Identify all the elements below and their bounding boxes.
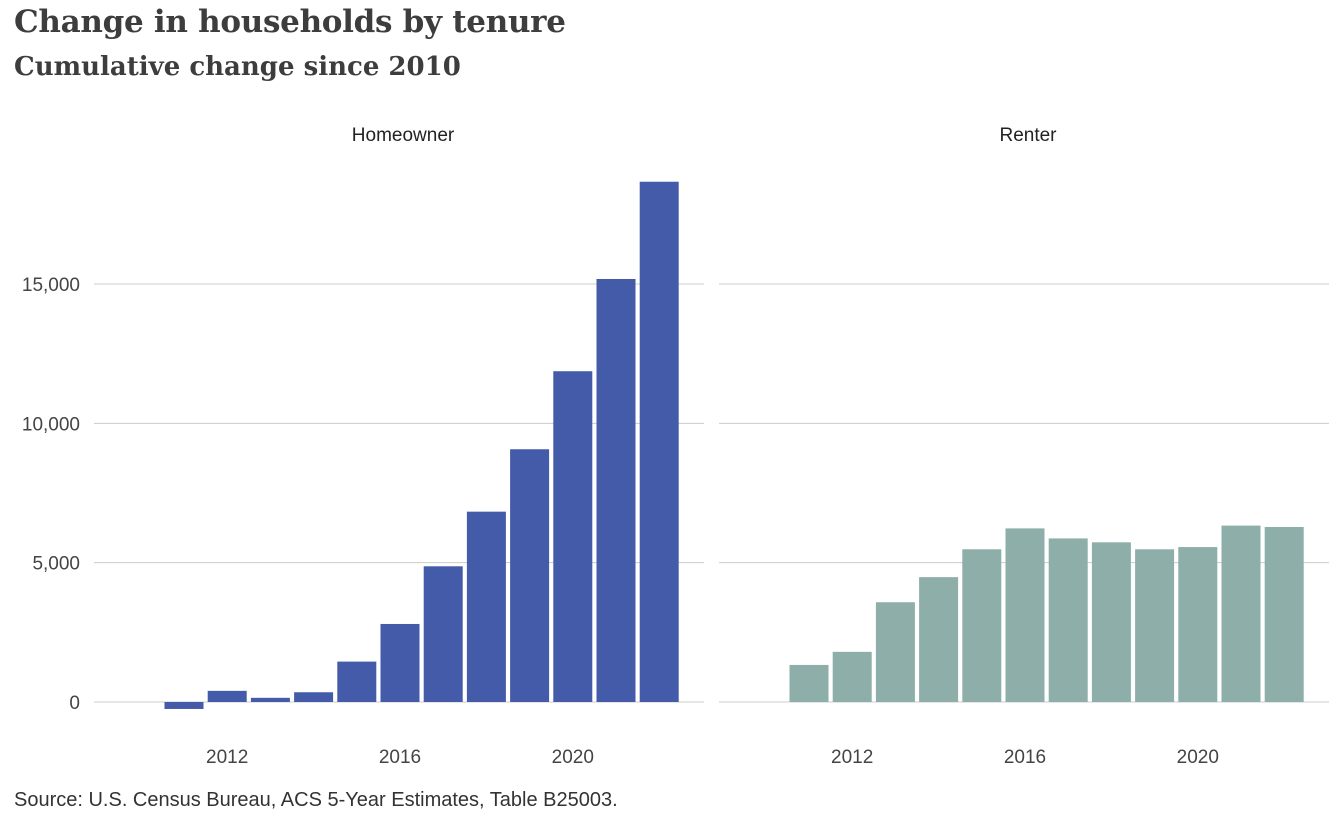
y-tick-label: 15,000: [22, 275, 80, 296]
bar-renter-2019: [1135, 549, 1175, 702]
bar-homeowner-2015: [337, 661, 377, 702]
x-tick-label: 2016: [379, 747, 421, 768]
bar-homeowner-2014: [294, 692, 334, 702]
bar-renter-2013: [875, 602, 915, 702]
x-tick-label: 2020: [552, 747, 594, 768]
facet-label: Renter: [999, 125, 1057, 146]
bar-renter-2014: [919, 577, 959, 702]
facet-label: Homeowner: [352, 125, 455, 146]
bar-homeowner-2012: [207, 690, 247, 702]
x-tick-label: 2012: [831, 747, 873, 768]
bar-homeowner-2013: [250, 697, 290, 702]
chart-title: Change in households by tenure: [14, 4, 566, 40]
bar-renter-2021: [1221, 525, 1261, 702]
bar-homeowner-2020: [553, 371, 593, 702]
bar-renter-2011: [789, 664, 829, 702]
bar-renter-2020: [1178, 547, 1218, 702]
chart-source-caption: Source: U.S. Census Bureau, ACS 5-Year E…: [14, 789, 618, 811]
bar-renter-2022: [1264, 526, 1304, 702]
bar-homeowner-2017: [423, 566, 463, 702]
bar-renter-2017: [1048, 538, 1088, 702]
bar-renter-2012: [832, 651, 872, 702]
y-tick-label: 5,000: [32, 554, 80, 575]
bar-homeowner-2018: [466, 511, 506, 702]
chart-subtitle: Cumulative change since 2010: [14, 52, 461, 82]
x-tick-label: 2016: [1004, 747, 1046, 768]
bar-homeowner-2022: [639, 181, 679, 702]
x-tick-label: 2020: [1177, 747, 1219, 768]
x-tick-label: 2012: [206, 747, 248, 768]
y-tick-label: 0: [69, 693, 80, 714]
y-tick-label: 10,000: [22, 414, 80, 435]
bar-homeowner-2021: [596, 278, 636, 702]
bar-homeowner-2011: [164, 702, 204, 709]
bar-renter-2018: [1091, 542, 1131, 702]
bar-homeowner-2019: [510, 449, 550, 702]
bar-homeowner-2016: [380, 623, 420, 702]
facet-panel-homeowner: Homeowner 2012 2016 2020: [94, 125, 704, 768]
facet-panel-renter: Renter 2012 2016 2020: [719, 125, 1329, 768]
bar-renter-2016: [1005, 528, 1045, 702]
bar-renter-2015: [962, 549, 1002, 702]
